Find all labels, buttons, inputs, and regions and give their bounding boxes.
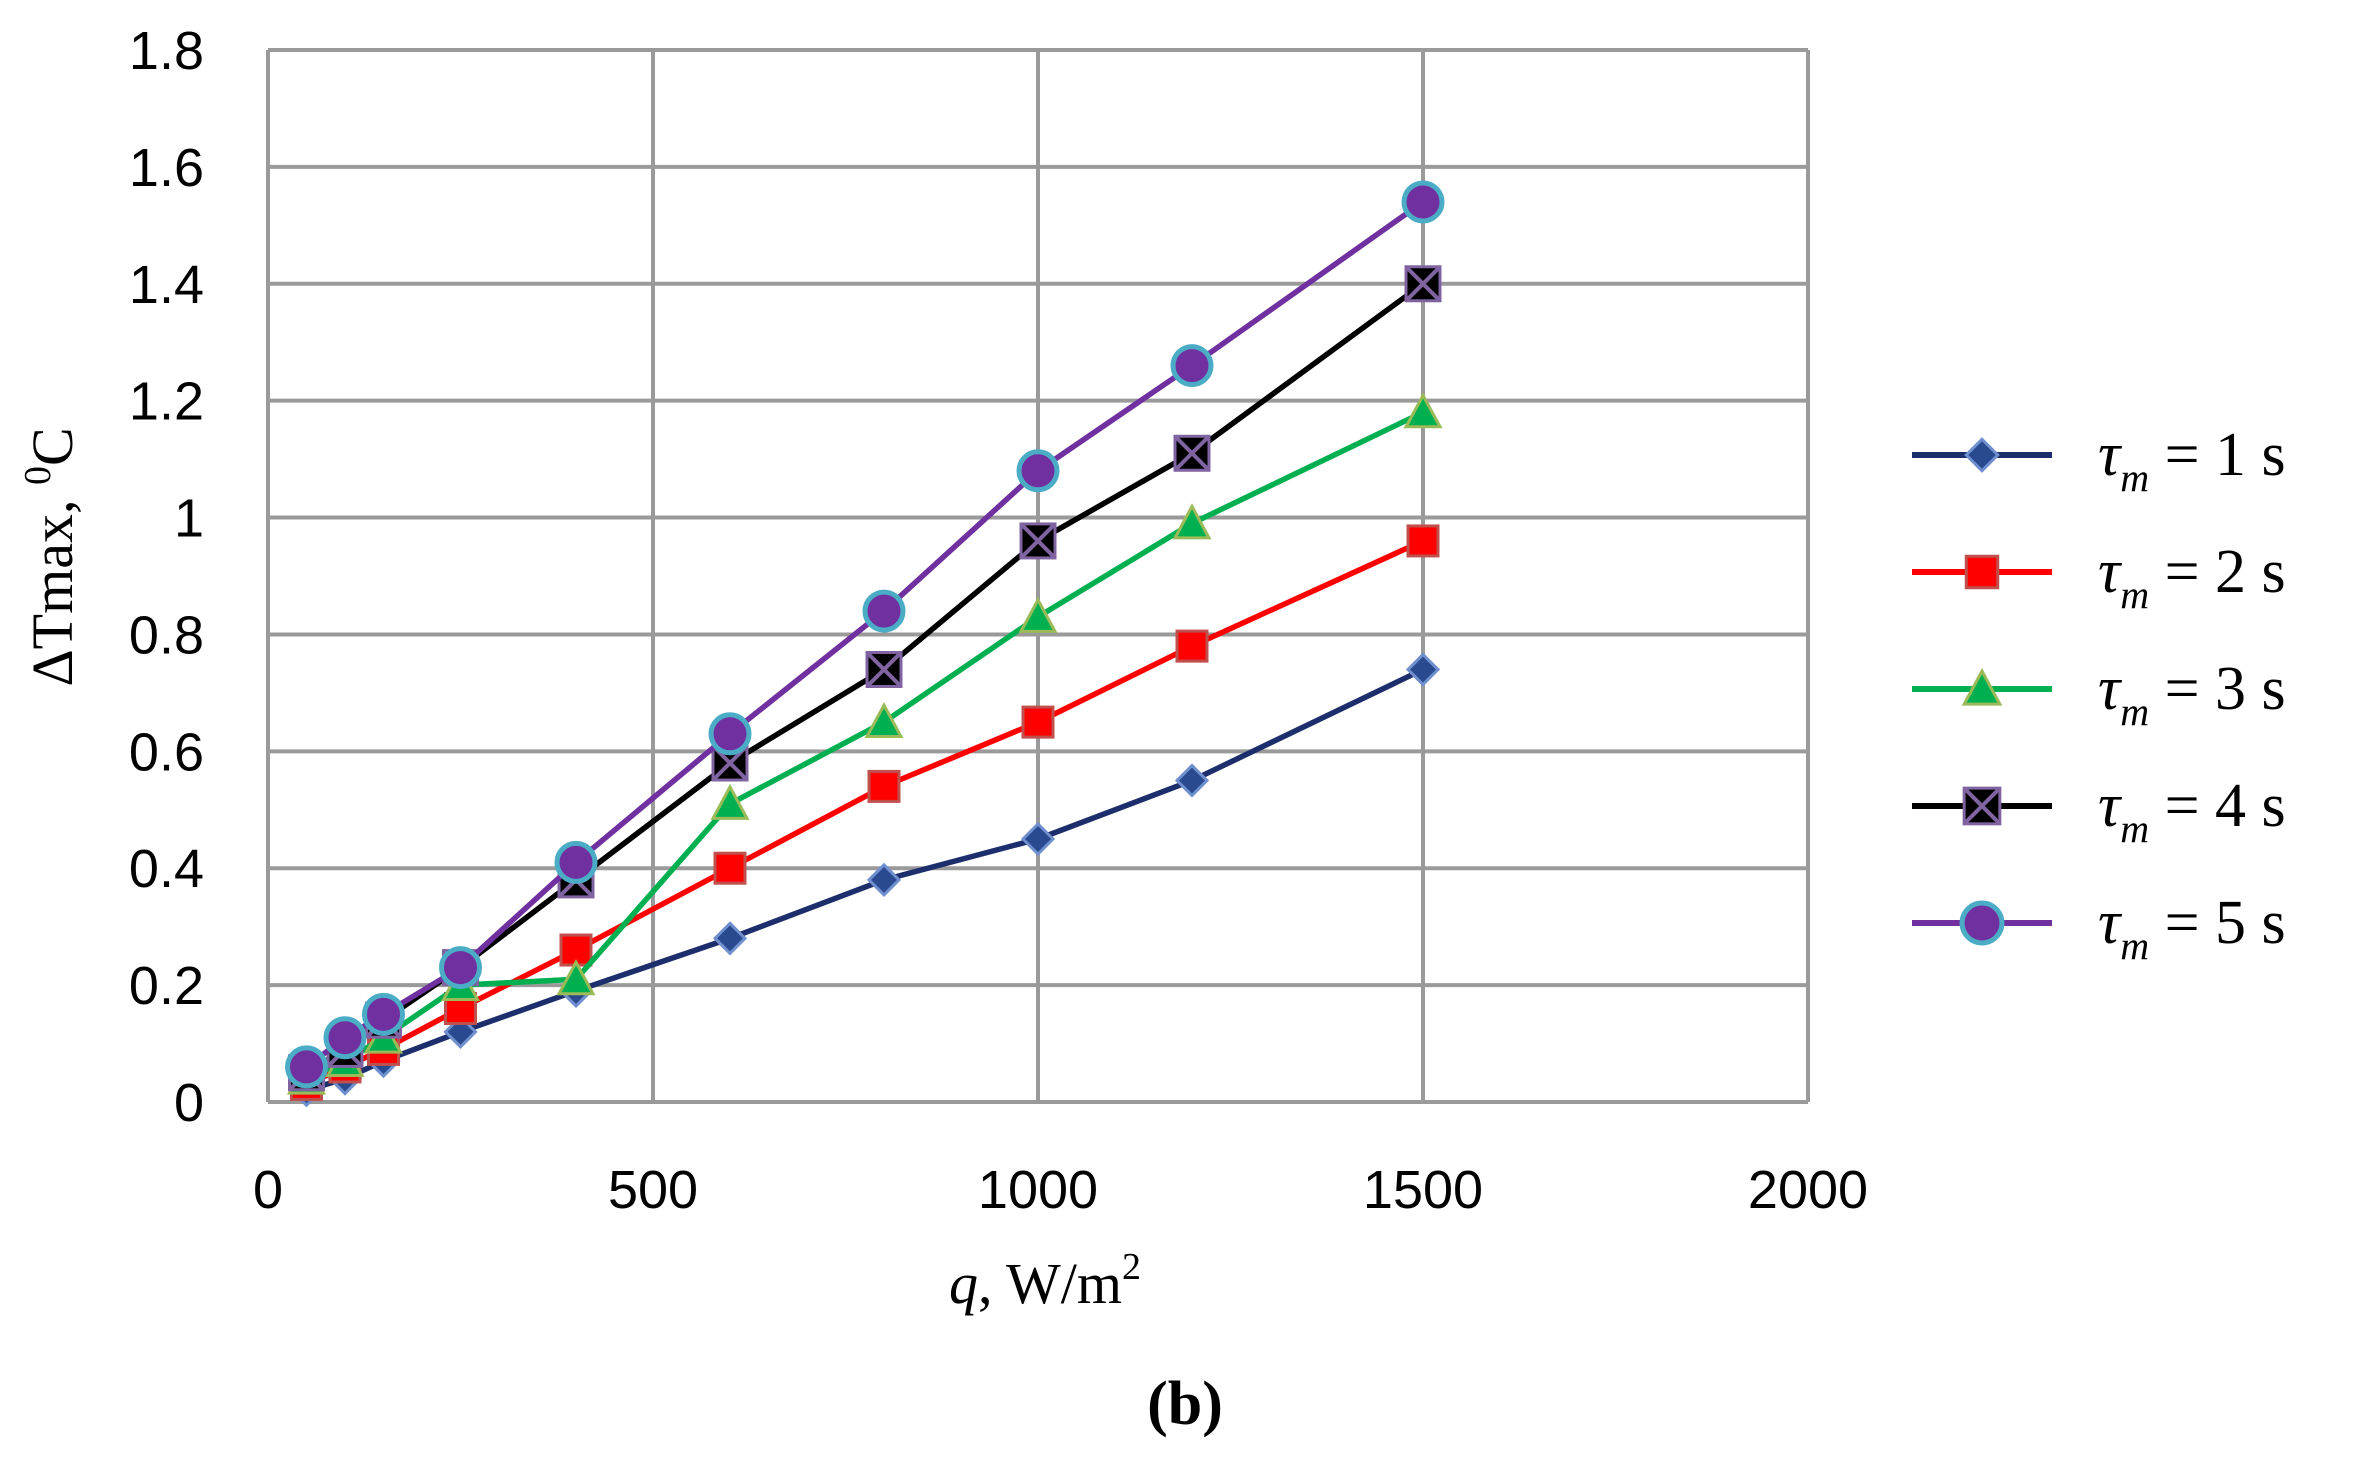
legend-marker: [1964, 437, 2000, 473]
legend-marker: [1959, 900, 2005, 946]
legend-item-5: τm = 5 s: [1912, 889, 2286, 968]
data-point: [1175, 629, 1209, 663]
y-tick-label: 1.8: [129, 21, 204, 81]
x-tick-label: 1500: [1363, 1160, 1483, 1220]
y-tick-label: 0.2: [129, 956, 204, 1016]
data-point: [1021, 705, 1055, 739]
data-point: [1403, 392, 1443, 429]
y-tick-label: 0.8: [129, 605, 204, 665]
y-tick-label: 1.6: [129, 138, 204, 198]
y-tick-label: 1.2: [129, 372, 204, 432]
data-point: [867, 769, 901, 803]
data-point: [865, 651, 903, 689]
legend-label: τm = 2 s: [2098, 538, 2286, 617]
legend-label: τm = 4 s: [2098, 772, 2286, 851]
legend-item-3: τm = 3 s: [1912, 655, 2286, 734]
legend: τm = 1 s τm = 2 s τm = 3 s τm = 4 s τm = 5 s: [1912, 421, 2286, 968]
series-line: [305, 409, 1425, 1082]
data-point: [285, 1045, 328, 1089]
x-axis-label: q, W/m2: [949, 1246, 1141, 1316]
data-point: [1016, 449, 1060, 493]
series-line: [305, 538, 1425, 1087]
caption: (b): [1147, 1370, 1223, 1438]
series-group: [285, 180, 1445, 1108]
data-point: [1404, 265, 1442, 303]
data-point: [1020, 821, 1056, 857]
y-tick-label: 0: [174, 1073, 204, 1133]
legend-item-4: τm = 4 s: [1912, 772, 2286, 851]
data-point: [713, 851, 747, 885]
series-line: [304, 199, 1425, 1070]
data-point: [1170, 344, 1214, 388]
data-point: [1173, 434, 1211, 472]
data-point: [362, 992, 405, 1036]
x-tick-label: 0: [253, 1160, 283, 1220]
legend-marker: [1964, 554, 2000, 590]
x-tick-label: 500: [608, 1160, 698, 1220]
data-point: [556, 959, 596, 996]
series-1: [289, 652, 1441, 1108]
legend-item-2: τm = 2 s: [1912, 538, 2286, 617]
legend-label: τm = 3 s: [2098, 655, 2286, 734]
y-tick-label: 0.4: [129, 839, 204, 899]
y-tick-label: 1: [174, 489, 204, 549]
y-tick-label: 0.6: [129, 722, 204, 782]
data-point: [708, 712, 752, 756]
data-point: [1019, 522, 1057, 560]
legend-marker: [1962, 786, 2002, 826]
data-point: [862, 589, 906, 633]
data-point: [1405, 652, 1441, 687]
y-tick-label: 1.4: [129, 255, 204, 315]
data-point: [864, 701, 904, 739]
data-point: [1172, 503, 1212, 540]
data-point: [710, 783, 750, 820]
data-point: [1401, 180, 1445, 224]
grid-lines: [266, 48, 1810, 1104]
legend-label: τm = 5 s: [2098, 889, 2286, 968]
data-point: [712, 921, 748, 956]
y-axis-label: ΔTmax, 0C: [17, 427, 85, 686]
data-point: [439, 946, 482, 990]
legend-label: τm = 1 s: [2098, 421, 2286, 500]
data-point: [1018, 596, 1058, 633]
x-tick-labels: 0 500 1000 1500 2000: [253, 1160, 1868, 1220]
legend-marker: [1961, 667, 2003, 706]
series-5: [285, 180, 1445, 1089]
series-line: [305, 667, 1425, 1093]
x-tick-label: 2000: [1748, 1160, 1868, 1220]
data-point: [1174, 763, 1210, 798]
legend-item-1: τm = 1 s: [1912, 421, 2286, 500]
data-point: [1406, 524, 1440, 558]
data-point: [323, 1016, 367, 1060]
x-tick-label: 1000: [978, 1160, 1098, 1220]
data-point: [866, 862, 902, 898]
data-point: [554, 840, 598, 884]
y-tick-labels: 0 0.2 0.4 0.6 0.8 1 1.2 1.4 1.6 1.8: [129, 21, 204, 1133]
